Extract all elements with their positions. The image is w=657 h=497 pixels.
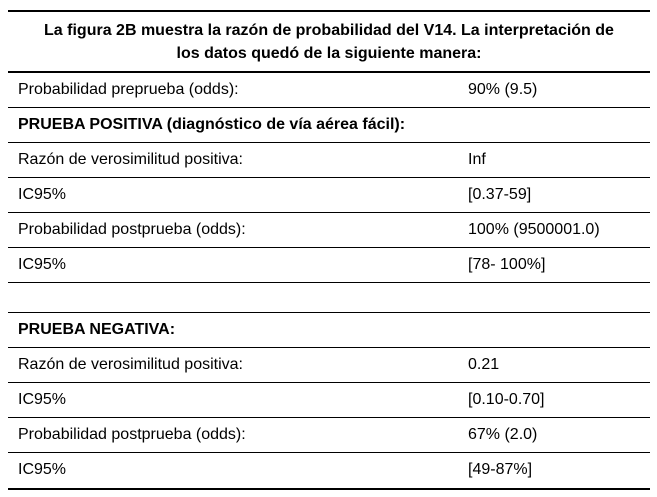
row-value: 100% (9500001.0) [468, 221, 600, 238]
section-label: PRUEBA NEGATIVA: [18, 320, 176, 338]
table-row-ic95-positiva-post: IC95% [78- 100%] [8, 248, 650, 283]
table-row-postprueba-positiva: Probabilidad postprueba (odds): 100% (95… [8, 213, 650, 248]
table-row-preprueba: Probabilidad preprueba (odds): 90% (9.5) [8, 73, 650, 108]
row-label: Probabilidad postprueba (odds): [18, 425, 246, 443]
table-row-postprueba-negativa: Probabilidad postprueba (odds): 67% (2.0… [8, 418, 650, 453]
caption-line-1: La figura 2B muestra la razón de probabi… [44, 22, 614, 39]
row-value: [78- 100%] [468, 256, 546, 273]
table-row-ic95-positiva-rv: IC95% [0.37-59] [8, 178, 650, 213]
spacer-row [8, 283, 650, 313]
row-label: IC95% [18, 390, 67, 408]
statistics-table: La figura 2B muestra la razón de probabi… [8, 10, 650, 490]
row-value: [0.10-0.70] [468, 390, 545, 408]
row-label: Razón de verosimilitud positiva: [18, 355, 243, 373]
row-value: 0.21 [468, 355, 500, 373]
row-label: Probabilidad preprueba (odds): [18, 81, 239, 98]
table-row-ic95-negativa-rv: IC95% [0.10-0.70] [8, 383, 650, 418]
row-value: [0.37-59] [468, 186, 532, 203]
row-label: Razón de verosimilitud positiva: [18, 151, 243, 168]
section-header-prueba-negativa: PRUEBA NEGATIVA: [8, 313, 650, 348]
table-caption: La figura 2B muestra la razón de probabi… [8, 12, 650, 73]
table-row-ic95-negativa-post: IC95% [49-87%] [8, 453, 650, 490]
row-value: 67% (2.0) [468, 425, 538, 443]
row-value: 90% (9.5) [468, 81, 538, 98]
section-header-prueba-positiva: PRUEBA POSITIVA (diagnóstico de vía aére… [8, 108, 650, 143]
row-label: Probabilidad postprueba (odds): [18, 221, 246, 238]
row-label: IC95% [18, 461, 67, 478]
row-value: Inf [468, 151, 486, 168]
table-row-razon-negativa: Razón de verosimilitud positiva: 0.21 [8, 348, 650, 383]
caption-line-2: los datos quedó de la siguiente manera: [176, 45, 482, 62]
row-value: [49-87%] [468, 461, 533, 478]
section-label: PRUEBA POSITIVA (diagnóstico de vía aére… [18, 116, 406, 133]
row-label: IC95% [18, 186, 67, 203]
row-label: IC95% [18, 256, 67, 273]
table-row-razon-positiva: Razón de verosimilitud positiva: Inf [8, 143, 650, 178]
